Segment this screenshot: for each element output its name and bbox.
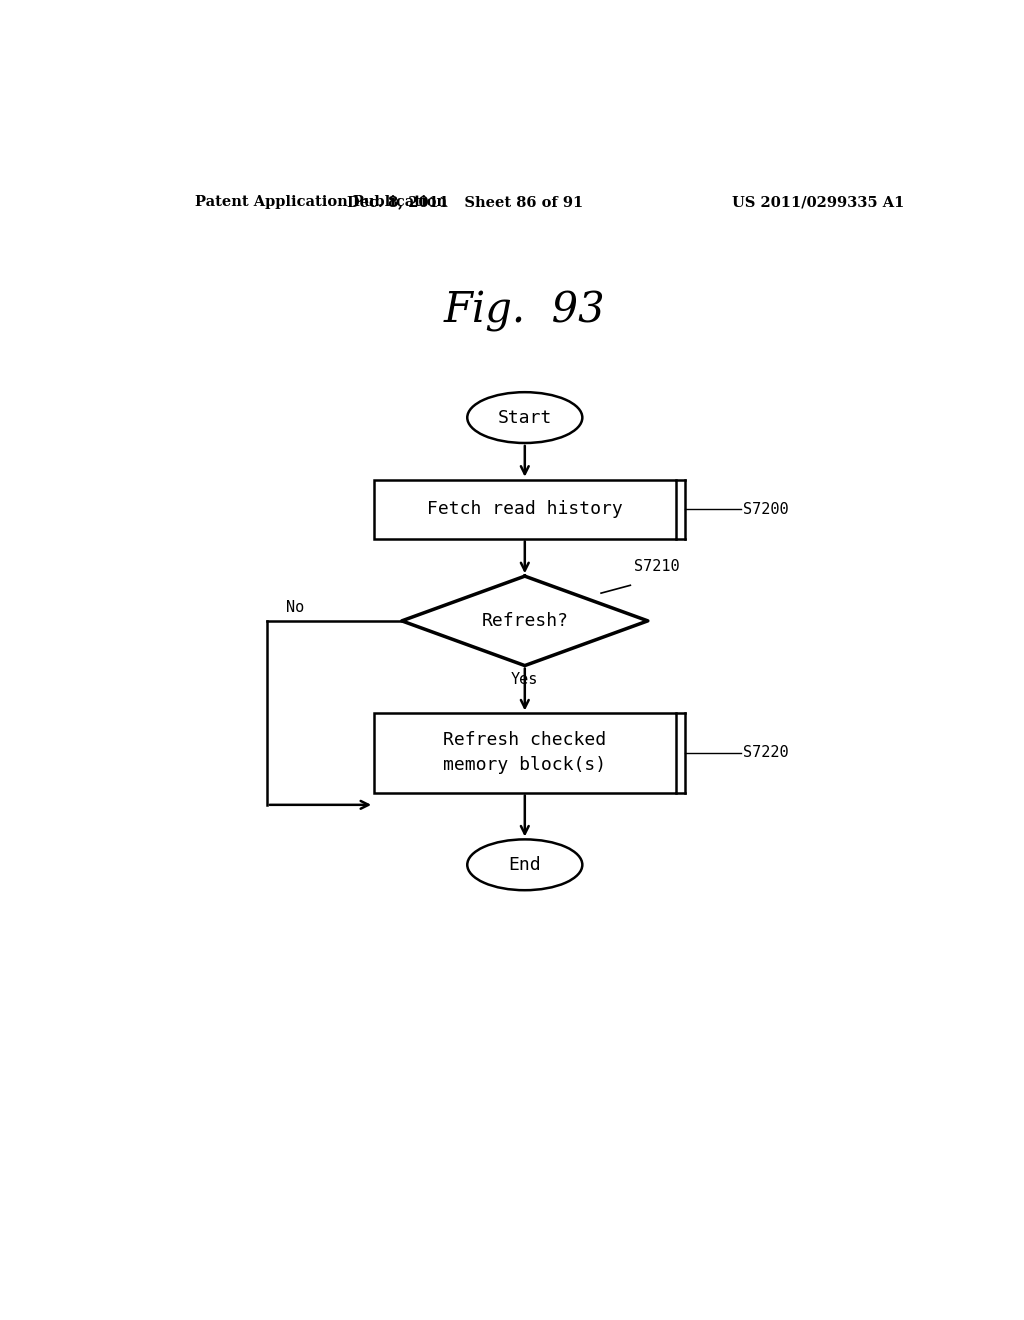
Text: Fig.  93: Fig. 93 bbox=[444, 290, 605, 331]
Text: S7210: S7210 bbox=[634, 560, 680, 574]
Text: Refresh checked
memory block(s): Refresh checked memory block(s) bbox=[443, 731, 606, 775]
Text: No: No bbox=[286, 601, 304, 615]
Text: Start: Start bbox=[498, 409, 552, 426]
Text: S7200: S7200 bbox=[743, 502, 788, 516]
Text: US 2011/0299335 A1: US 2011/0299335 A1 bbox=[732, 195, 904, 209]
Text: Dec. 8, 2011   Sheet 86 of 91: Dec. 8, 2011 Sheet 86 of 91 bbox=[347, 195, 584, 209]
Text: End: End bbox=[509, 855, 541, 874]
Text: Patent Application Publication: Patent Application Publication bbox=[196, 195, 447, 209]
Text: Refresh?: Refresh? bbox=[481, 612, 568, 630]
Text: S7220: S7220 bbox=[743, 746, 788, 760]
Text: Yes: Yes bbox=[511, 672, 539, 688]
Text: Fetch read history: Fetch read history bbox=[427, 500, 623, 517]
